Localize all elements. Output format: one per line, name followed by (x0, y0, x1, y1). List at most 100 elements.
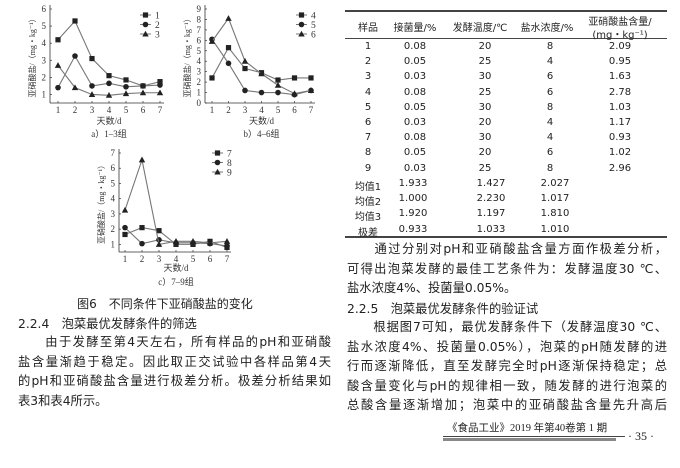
data-point-9 (206, 239, 214, 246)
figure-caption: 图6 不同条件下亚硝酸盐的变化 (77, 297, 253, 311)
data-point-7 (156, 228, 162, 234)
table-cell: 30 (478, 132, 492, 144)
table-summary-cell: 2.230 (476, 193, 506, 205)
data-point-2 (72, 53, 78, 59)
legend-label: 2 (155, 21, 160, 31)
x-tick-label: 3 (157, 254, 162, 264)
section-heading-2-2-4: 2.2.4 泡菜最优发酵条件的筛选 (18, 317, 197, 331)
data-point-1 (157, 79, 163, 85)
table-cell: 4 (546, 56, 554, 68)
data-point-6 (208, 38, 216, 44)
legend-label: 5 (311, 21, 316, 31)
data-point-4 (242, 65, 248, 72)
x-tick-label: 1 (123, 254, 128, 264)
table-header: 接菌量/% (393, 23, 437, 34)
table-summary-cell: 1.920 (398, 208, 428, 220)
table-cell: 4 (546, 117, 554, 128)
x-tick-label: 3 (243, 105, 248, 115)
data-point-3 (54, 62, 62, 68)
text-line: 表3和表4所示。 (18, 393, 108, 408)
table-cell: 25 (478, 162, 492, 174)
section-heading-2-2-5: 2.2.5 泡菜最优发酵条件的验证试 (347, 302, 539, 316)
right-paragraph-2: 根据图7可知，最优发酵条件下（发酵温度30 ℃、 盐水浓度4%、投菌量0.05%）… (347, 318, 667, 416)
y-axis-label: 亚硝酸盐/（mg・kg⁻¹） (27, 14, 37, 97)
data-point-4 (225, 45, 232, 51)
data-point-8 (122, 224, 128, 231)
text-line: 总酸含量逐渐增加；泡菜中的亚硝酸盐含量先升高后 (347, 398, 667, 413)
left-paragraph: 由于发酵至第4天左右，所有样品的pH和亚硝酸 盐含量渐趋于稳定。因此取正交试验中各… (18, 333, 331, 411)
data-point-9 (189, 238, 197, 244)
y-tick-label: 4 (111, 194, 116, 204)
table-cell: 8 (364, 147, 372, 159)
x-tick-label: 4 (259, 105, 264, 115)
y-tick-label: 1 (197, 88, 202, 98)
table-cell: 6 (546, 147, 554, 159)
table-cell: 0.95 (608, 56, 632, 68)
table-summary-cell: 1.810 (540, 208, 570, 220)
data-point-8 (139, 240, 145, 247)
table-header: 发酵温度/℃ (452, 23, 508, 34)
table-cell: 2.78 (608, 86, 632, 98)
y-axis-label: 亚硝酸盐/（mg・kg⁻¹） (96, 161, 106, 244)
x-tick-label: 6 (141, 105, 146, 115)
y-tick-label: 6 (42, 4, 47, 14)
y-tick-label: 8 (197, 14, 202, 24)
legend-marker-8 (214, 159, 221, 166)
legend-label: 9 (227, 169, 232, 179)
x-tick-label: 7 (225, 254, 230, 264)
data-point-9 (172, 238, 180, 244)
table-cell: 0.93 (608, 132, 632, 144)
table-cell: 0.03 (403, 117, 427, 128)
x-tick-label: 7 (309, 105, 314, 115)
y-tick-label: 5 (111, 178, 116, 188)
table-cell: 0.08 (403, 41, 427, 52)
y-tick-label: 6 (197, 35, 202, 45)
x-tick-label: 2 (226, 105, 231, 115)
chart-subcaption: b）4–6组 (243, 128, 279, 139)
data-point-5 (275, 89, 281, 96)
legend-label: 4 (311, 12, 316, 22)
x-tick-label: 7 (158, 105, 163, 115)
table-summary-cell: 1.010 (540, 223, 570, 235)
table-summary-cell: 均值3 (354, 212, 382, 224)
data-point-6 (241, 57, 249, 64)
y-tick-label: 3 (197, 67, 202, 77)
legend-marker-7 (214, 150, 221, 156)
x-tick-label: 2 (73, 105, 78, 115)
table-cell: 1 (364, 41, 372, 52)
data-point-3 (88, 91, 96, 97)
text-line: 由于发酵至第4天左右，所有样品的pH和亚硝酸 (18, 335, 331, 349)
table-cell: 2 (364, 56, 372, 68)
x-tick-label: 2 (140, 254, 145, 264)
data-point-9 (155, 241, 163, 247)
table-cell: 20 (478, 41, 492, 52)
table-cell: 7 (364, 132, 372, 144)
table-summary-cell: 均值1 (354, 182, 382, 193)
data-point-2 (89, 83, 95, 89)
data-point-5 (242, 87, 248, 94)
x-tick-label: 4 (107, 105, 112, 115)
right-paragraph-1: 通过分别对pH和亚硝酸盐含量方面作极差分析， 可得出泡菜发酵的最佳工艺条件为：发酵… (347, 240, 667, 299)
x-tick-label: 3 (90, 105, 95, 115)
table-cell: 6 (364, 117, 372, 128)
legend-marker-2 (142, 21, 149, 28)
legend-label: 1 (155, 12, 160, 22)
y-tick-label: 3 (42, 55, 47, 65)
table-cell: 6 (546, 86, 554, 98)
table-cell: 25 (478, 86, 492, 98)
x-tick-label: 1 (56, 105, 61, 115)
x-tick-label: 6 (292, 105, 297, 115)
x-axis-label: 天数/d (96, 115, 122, 126)
series-line-3 (57, 65, 160, 96)
page-number: · 35 · (628, 429, 654, 443)
table-header: 盐水浓度/% (520, 23, 574, 34)
table-cell: 5 (364, 101, 372, 113)
table-header: (mg・kg⁻¹) (592, 30, 648, 41)
legend-marker-4 (298, 12, 305, 18)
table-cell: 2.96 (608, 162, 632, 174)
text-line: 盐水浓度4%、投菌量0.05%），泡菜的pH随发酵的进 (347, 339, 667, 354)
x-tick-label: 5 (276, 105, 281, 115)
data-point-9 (223, 238, 231, 244)
table-summary-cell: 2.027 (540, 178, 570, 189)
